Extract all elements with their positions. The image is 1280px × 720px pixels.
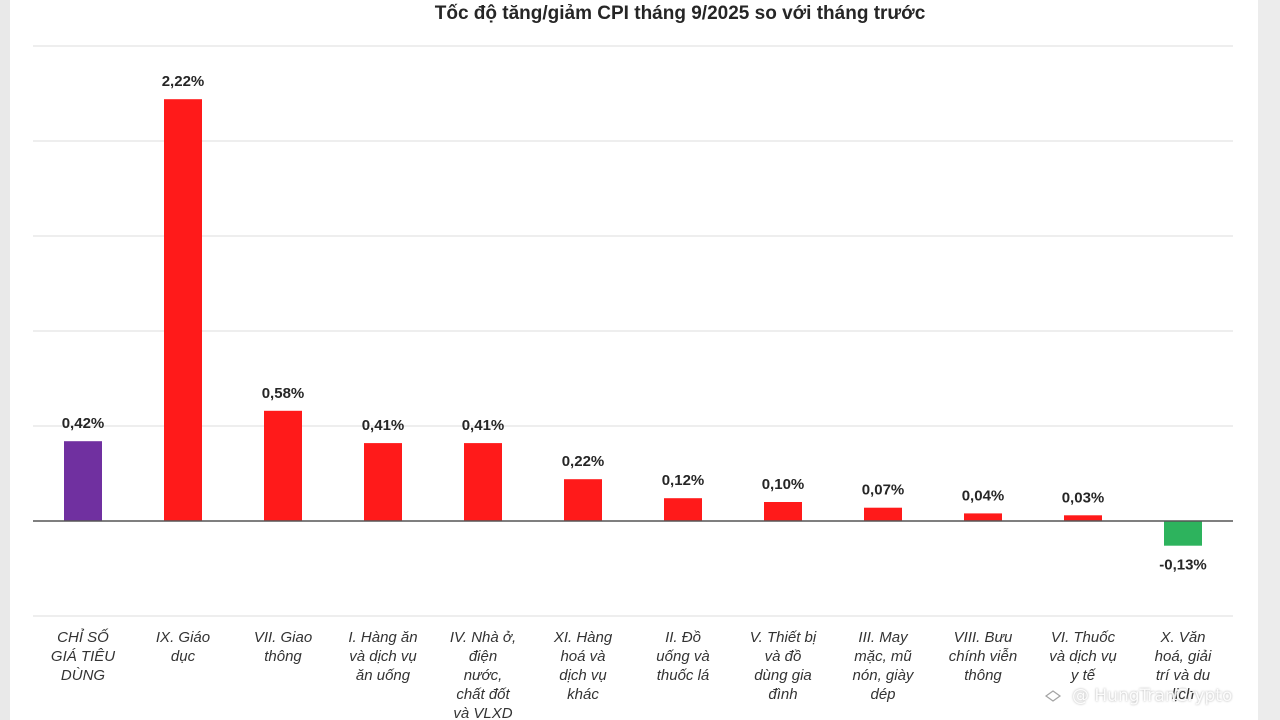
- data-label: 2,22%: [162, 73, 205, 90]
- category-label: X. Văn hoá, giải trí và du lịch: [1155, 629, 1212, 703]
- bar: [864, 507, 902, 521]
- bars: [64, 99, 1202, 546]
- bar: [1064, 515, 1102, 521]
- bar: [364, 443, 402, 521]
- bar: [664, 498, 702, 521]
- category-label: VI. Thuốc và dịch vụ y tế: [1049, 629, 1117, 684]
- data-label: 0,58%: [262, 385, 305, 402]
- watermark-text: @ HungTranCrypto: [1072, 686, 1233, 706]
- category-label: VIII. Bưu chính viễn thông: [949, 629, 1017, 684]
- category-labels: CHỈ SỐ GIÁ TIÊU DÙNG IX. Giáo dục VII. Giao th…: [51, 628, 1212, 720]
- bar: [564, 479, 602, 521]
- bar: [964, 513, 1002, 521]
- data-label: 0,10%: [762, 476, 805, 493]
- gridlines: [33, 45, 1233, 617]
- bar: [464, 443, 502, 521]
- data-label: -0,13%: [1159, 557, 1207, 574]
- bar: [164, 99, 202, 521]
- category-label: V. Thiết bị và đồ dùng gia đình: [750, 629, 817, 703]
- category-label: IX. Giáo dục: [156, 629, 210, 665]
- data-label: 0,22%: [562, 453, 605, 470]
- image-border-left: [0, 0, 10, 720]
- category-label: III. May mặc, mũ nón, giày dép: [853, 629, 915, 703]
- category-label: XI. Hàng hoá và dịch vụ khác: [553, 629, 613, 703]
- data-label: 0,41%: [462, 417, 505, 434]
- bar: [64, 441, 102, 521]
- data-labels: 0,42% 2,22% 0,58% 0,41% 0,41% 0,22% 0,12% 0,10%…: [62, 73, 1207, 574]
- category-label: VII. Giao thông: [254, 629, 312, 665]
- category-label: I. Hàng ăn và dịch vụ ăn uống: [348, 629, 417, 684]
- bar: [1164, 521, 1202, 546]
- data-label: 0,42%: [62, 415, 105, 432]
- bar: [764, 502, 802, 521]
- data-label: 0,12%: [662, 472, 705, 489]
- data-label: 0,03%: [1062, 489, 1105, 506]
- chart-title: Tốc độ tăng/giảm CPI tháng 9/2025 so với…: [435, 3, 926, 24]
- category-label: CHỈ SỐ GIÁ TIÊU DÙNG: [51, 628, 115, 684]
- data-label: 0,41%: [362, 417, 405, 434]
- bar: [264, 410, 302, 521]
- watermark: @ HungTranCrypto: [1040, 682, 1232, 710]
- data-label: 0,07%: [862, 482, 905, 499]
- diamond-logo-icon: [1040, 686, 1066, 706]
- data-label: 0,04%: [962, 487, 1005, 504]
- image-border-right: [1258, 0, 1280, 720]
- category-label: IV. Nhà ở, điện nước, chất đốt và VLXD: [450, 629, 516, 720]
- category-label: II. Đồ uống và thuốc lá: [656, 629, 709, 684]
